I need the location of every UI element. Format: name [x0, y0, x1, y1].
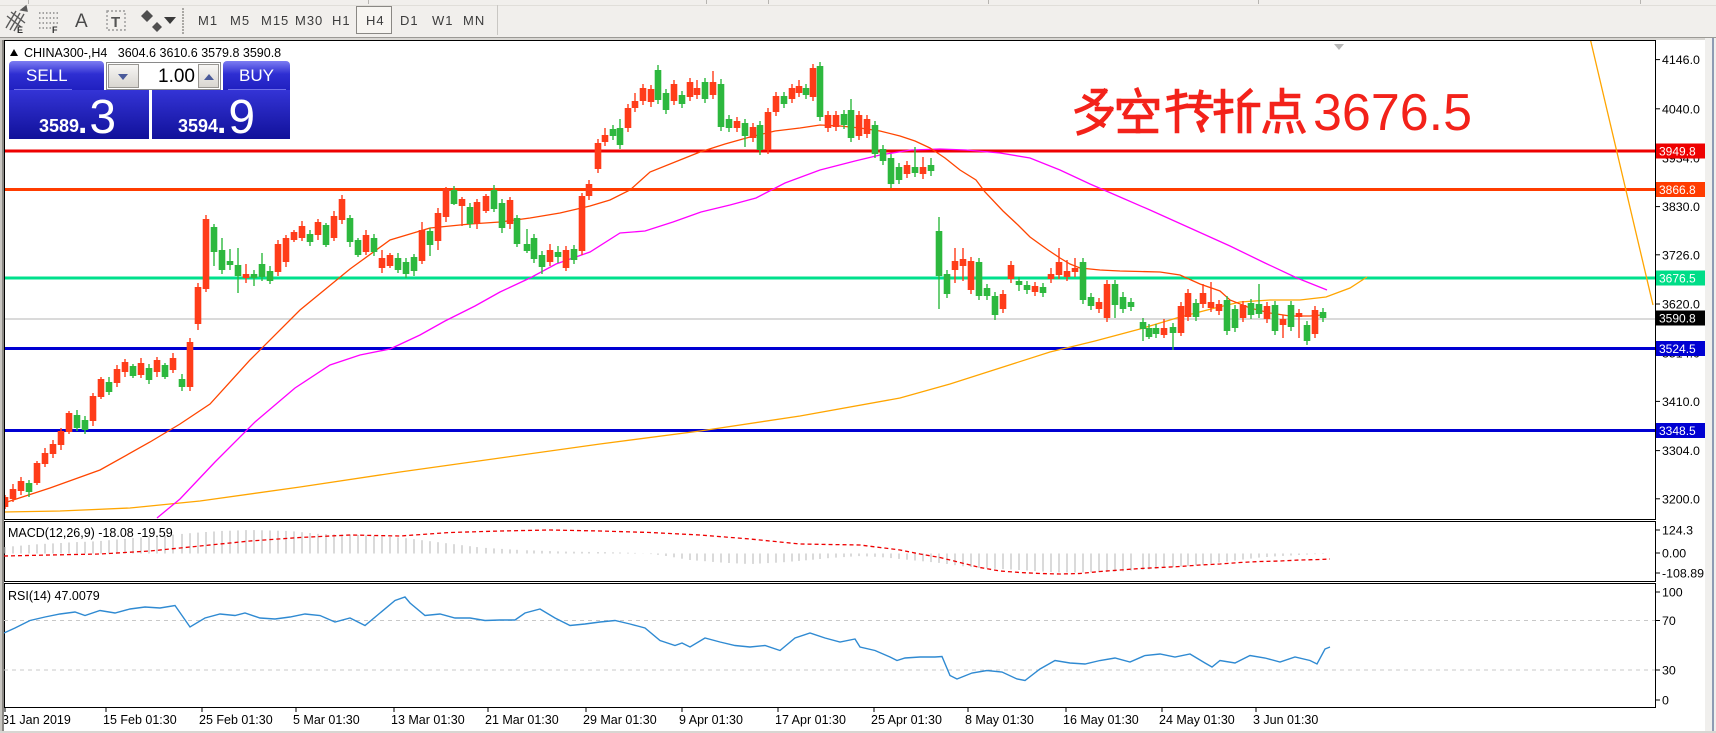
svg-text:E: E: [17, 25, 23, 35]
svg-text:3676.5: 3676.5: [1659, 272, 1696, 286]
svg-text:3726.0: 3726.0: [1662, 248, 1700, 262]
svg-text:3200.0: 3200.0: [1662, 492, 1700, 506]
svg-text:100: 100: [1662, 586, 1683, 600]
svg-text:4146.0: 4146.0: [1662, 53, 1700, 67]
svg-text:3949.8: 3949.8: [1659, 145, 1696, 159]
svg-text:RSI(14) 47.0079: RSI(14) 47.0079: [8, 589, 100, 603]
svg-text:13 Mar 01:30: 13 Mar 01:30: [391, 713, 465, 727]
svg-text:15 Feb 01:30: 15 Feb 01:30: [103, 713, 177, 727]
svg-text:17 Apr 01:30: 17 Apr 01:30: [775, 713, 846, 727]
svg-text:F: F: [52, 25, 58, 35]
svg-text:4040.0: 4040.0: [1662, 102, 1700, 116]
svg-text:3620.0: 3620.0: [1662, 298, 1700, 312]
svg-text:29 Mar 01:30: 29 Mar 01:30: [583, 713, 657, 727]
svg-text:T: T: [111, 14, 120, 31]
svg-text:3348.5: 3348.5: [1659, 424, 1696, 438]
svg-text:8 May 01:30: 8 May 01:30: [965, 713, 1034, 727]
svg-text:3866.8: 3866.8: [1659, 183, 1696, 197]
svg-text:3830.0: 3830.0: [1662, 200, 1700, 214]
svg-text:70: 70: [1662, 614, 1676, 628]
svg-text:25 Apr 01:30: 25 Apr 01:30: [871, 713, 942, 727]
svg-text:3410.0: 3410.0: [1662, 395, 1700, 409]
svg-text:5 Mar 01:30: 5 Mar 01:30: [293, 713, 360, 727]
svg-text:3676.5: 3676.5: [1313, 84, 1472, 142]
svg-text:16 May 01:30: 16 May 01:30: [1063, 713, 1139, 727]
svg-text:3304.0: 3304.0: [1662, 444, 1700, 458]
svg-text:0: 0: [1662, 694, 1669, 708]
svg-text:-108.89: -108.89: [1662, 567, 1704, 581]
svg-text:24 May 01:30: 24 May 01:30: [1159, 713, 1235, 727]
svg-text:124.3: 124.3: [1662, 524, 1693, 538]
svg-text:21 Mar 01:30: 21 Mar 01:30: [485, 713, 559, 727]
svg-text:30: 30: [1662, 664, 1676, 678]
svg-text:3590.8: 3590.8: [1659, 312, 1696, 326]
svg-text:25 Feb 01:30: 25 Feb 01:30: [199, 713, 273, 727]
svg-text:0.00: 0.00: [1662, 547, 1686, 561]
svg-text:3524.5: 3524.5: [1659, 342, 1696, 356]
svg-text:31 Jan 2019: 31 Jan 2019: [2, 713, 71, 727]
svg-text:A: A: [75, 11, 88, 32]
svg-text:CHINA300-,H4 3604.6 3610.6 3: CHINA300-,H4 3604.6 3610.6 3579.8 3590.8: [24, 46, 281, 60]
svg-text:MACD(12,26,9) -18.08 -19.59: MACD(12,26,9) -18.08 -19.59: [8, 526, 173, 540]
svg-text:9 Apr 01:30: 9 Apr 01:30: [679, 713, 743, 727]
svg-text:3 Jun 01:30: 3 Jun 01:30: [1253, 713, 1318, 727]
